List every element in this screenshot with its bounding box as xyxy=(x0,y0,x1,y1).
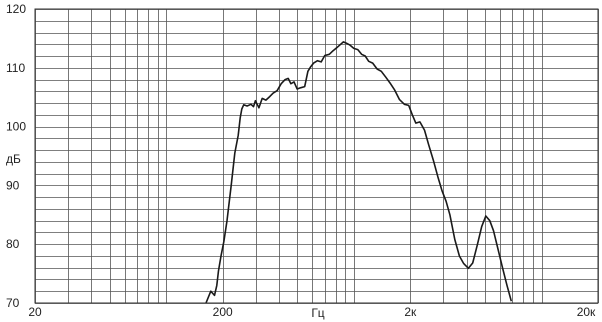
y-tick-label-backing xyxy=(4,236,33,251)
y-tick-label-backing xyxy=(4,177,33,192)
series-layer xyxy=(205,41,513,304)
x-tick-label: 20к xyxy=(577,305,596,319)
y-tick-label: 120 xyxy=(6,2,26,16)
response-curve xyxy=(205,41,513,304)
y-tick-label-backing xyxy=(4,1,33,15)
y-tick-label-backing xyxy=(4,59,33,74)
y-tick-label: 80 xyxy=(6,237,20,251)
grid xyxy=(35,9,599,304)
x-tick-label: 2к xyxy=(404,305,417,319)
y-axis-label: дБ xyxy=(6,152,21,166)
y-tick-labels: 70 80 90 100 110 120 xyxy=(4,1,33,310)
y-tick-label: 110 xyxy=(6,61,25,75)
y-tick-label: 100 xyxy=(6,120,26,134)
x-tick-label: 20 xyxy=(28,305,42,319)
x-axis-label: Гц xyxy=(311,306,324,320)
y-tick-label: 70 xyxy=(6,296,20,310)
y-axis-label-backing xyxy=(4,151,30,166)
y-tick-label: 90 xyxy=(6,178,20,192)
plot-frame xyxy=(34,8,599,304)
x-tick-labels: 20 200 2к 20к xyxy=(28,305,596,319)
y-tick-label-backing xyxy=(4,118,33,133)
y-tick-label-backing xyxy=(4,295,33,309)
x-tick-label: 200 xyxy=(213,305,233,319)
